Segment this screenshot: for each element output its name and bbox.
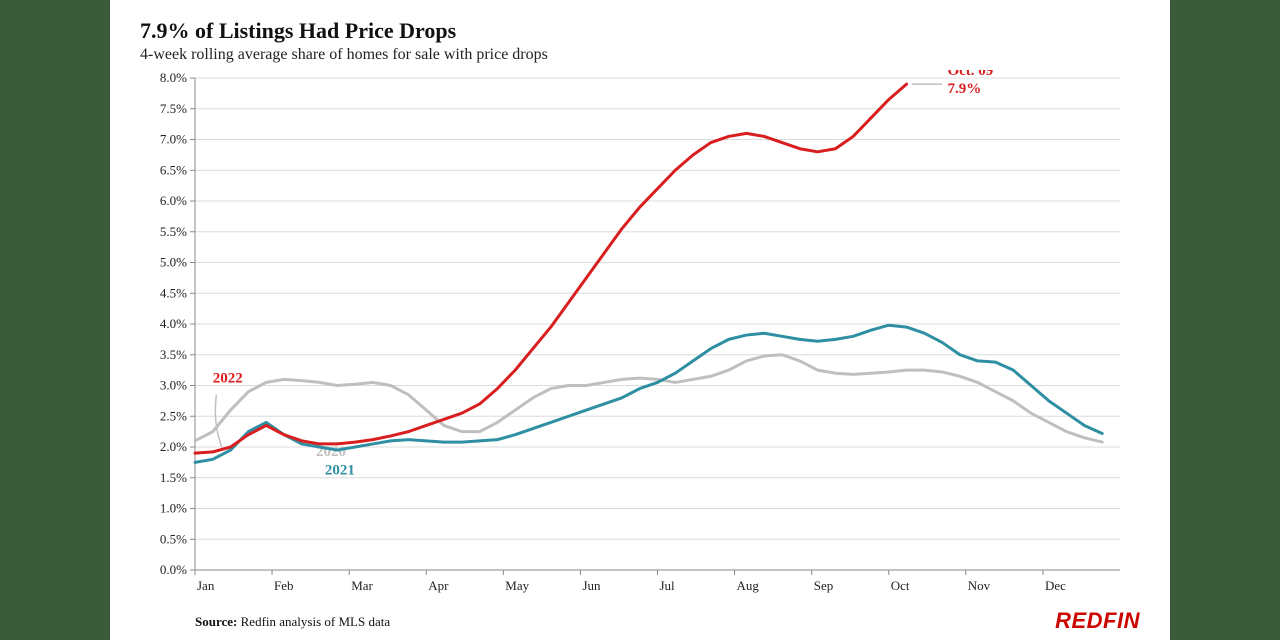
svg-text:0.5%: 0.5% [160,531,187,546]
plot-area: 0.0% 0.5% 1.0% 1.5% 2.0% 2.5% 3.0% 3.5% 4.0% 4.5%… [140,70,1140,600]
svg-text:0.0%: 0.0% [160,562,187,577]
svg-text:7.5%: 7.5% [160,101,187,116]
svg-text:6.0%: 6.0% [160,193,187,208]
svg-text:Jun: Jun [582,578,601,593]
svg-text:2.0%: 2.0% [160,439,187,454]
svg-text:Jan: Jan [197,578,215,593]
svg-text:7.0%: 7.0% [160,132,187,147]
svg-text:5.0%: 5.0% [160,255,187,270]
chart-title: 7.9% of Listings Had Price Drops [140,18,1140,44]
svg-text:6.5%: 6.5% [160,162,187,177]
svg-text:Mar: Mar [351,578,373,593]
svg-text:1.5%: 1.5% [160,470,187,485]
svg-text:Feb: Feb [274,578,294,593]
svg-text:Dec: Dec [1045,578,1066,593]
svg-text:1.0%: 1.0% [160,501,187,516]
page-frame: 7.9% of Listings Had Price Drops 4-week … [0,0,1280,640]
source-line: Source: Redfin analysis of MLS data [195,614,390,630]
source-text: Redfin analysis of MLS data [241,614,390,629]
chart-card: 7.9% of Listings Had Price Drops 4-week … [110,0,1170,640]
svg-text:3.5%: 3.5% [160,347,187,362]
svg-text:2021: 2021 [325,463,355,479]
chart-subtitle: 4-week rolling average share of homes fo… [140,46,1140,64]
svg-text:5.5%: 5.5% [160,224,187,239]
redfin-logo: REDFIN [1055,608,1140,634]
svg-text:4.0%: 4.0% [160,316,187,331]
svg-text:4.5%: 4.5% [160,285,187,300]
svg-text:May: May [505,578,529,593]
svg-text:Nov: Nov [968,578,991,593]
svg-text:Apr: Apr [428,578,449,593]
svg-text:8.0%: 8.0% [160,70,187,85]
svg-text:Sep: Sep [814,578,834,593]
svg-text:7.9%: 7.9% [947,81,981,97]
svg-text:Oct: Oct [891,578,910,593]
svg-text:3.0%: 3.0% [160,378,187,393]
source-label: Source: [195,614,237,629]
svg-text:2022: 2022 [213,370,243,386]
svg-text:Aug: Aug [737,578,760,593]
svg-text:Jul: Jul [660,578,676,593]
svg-text:2.5%: 2.5% [160,408,187,423]
svg-text:Oct. 09: Oct. 09 [947,70,993,79]
line-chart-svg: 0.0% 0.5% 1.0% 1.5% 2.0% 2.5% 3.0% 3.5% 4.0% 4.5%… [140,70,1140,600]
